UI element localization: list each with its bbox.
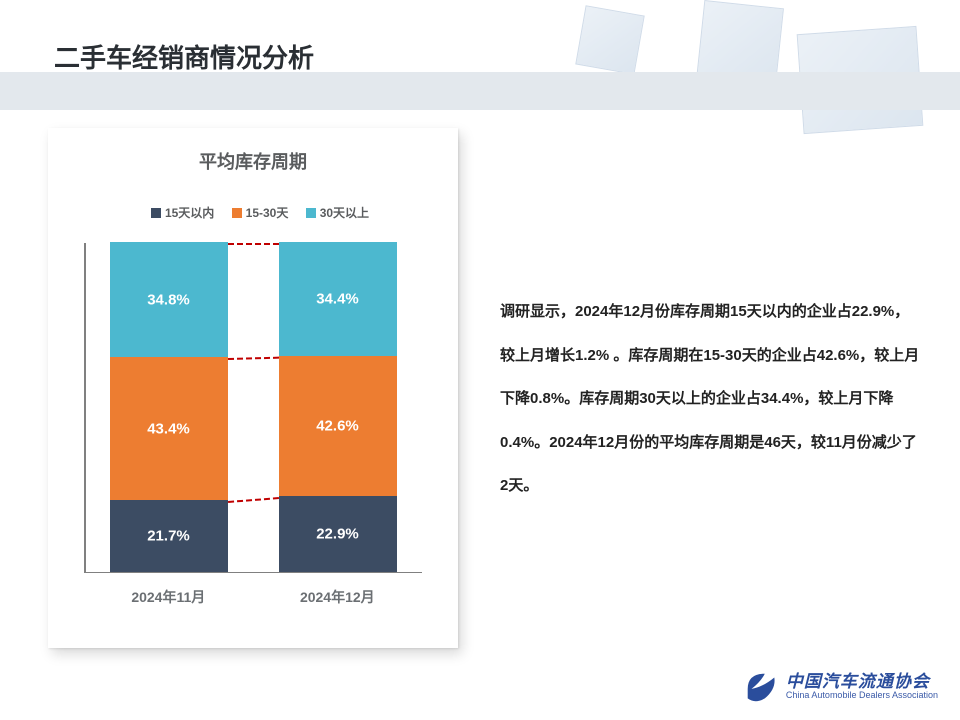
title-bar	[0, 72, 960, 110]
page-title: 二手车经销商情况分析	[54, 38, 314, 75]
legend-swatch-0	[151, 208, 161, 218]
bar-col-0: 34.8% 43.4% 21.7%	[110, 242, 228, 572]
x-label-1: 2024年12月	[300, 587, 375, 607]
bar-col-1: 34.4% 42.6% 22.9%	[279, 242, 397, 572]
bar-0-seg-2-value: 34.8%	[110, 291, 228, 308]
legend-label-2: 30天以上	[320, 206, 369, 220]
chart-title: 平均库存周期	[72, 148, 434, 174]
bar-0-seg-0: 21.7%	[110, 500, 228, 572]
bar-0-seg-2: 34.8%	[110, 242, 228, 357]
bar-0-seg-1: 43.4%	[110, 357, 228, 500]
bar-1-seg-0-value: 22.9%	[279, 526, 397, 543]
legend-label-0: 15天以内	[165, 206, 214, 220]
footer-org-zh: 中国汽车流通协会	[786, 673, 938, 692]
footer-org-en: China Automobile Dealers Association	[786, 691, 938, 701]
chart-legend: 15天以内 15-30天 30天以上	[72, 204, 434, 221]
chart-plot: 34.8% 43.4% 21.7% 34.4% 42.6% 22.9%	[84, 243, 422, 573]
legend-swatch-1	[232, 208, 242, 218]
bar-1-seg-2-value: 34.4%	[279, 291, 397, 308]
cada-logo-icon	[742, 668, 780, 706]
legend-label-1: 15-30天	[246, 206, 289, 220]
chart-panel: 平均库存周期 15天以内 15-30天 30天以上 34.8% 43.4% 21…	[48, 128, 458, 648]
bar-1-seg-2: 34.4%	[279, 242, 397, 356]
footer-logo: 中国汽车流通协会 China Automobile Dealers Associ…	[742, 668, 938, 706]
bars-container: 34.8% 43.4% 21.7% 34.4% 42.6% 22.9%	[84, 243, 422, 572]
x-axis: 2024年11月 2024年12月	[84, 587, 422, 607]
bar-0-seg-1-value: 43.4%	[110, 420, 228, 437]
bar-1-seg-0: 22.9%	[279, 496, 397, 572]
bar-1-seg-1: 42.6%	[279, 356, 397, 497]
bar-1-seg-1-value: 42.6%	[279, 418, 397, 435]
analysis-text: 调研显示，2024年12月份库存周期15天以内的企业占22.9%，较上月增长1.…	[500, 290, 920, 508]
x-label-0: 2024年11月	[131, 587, 205, 607]
legend-swatch-2	[306, 208, 316, 218]
footer-text: 中国汽车流通协会 China Automobile Dealers Associ…	[786, 673, 938, 702]
bar-0-seg-0-value: 21.7%	[110, 528, 228, 545]
